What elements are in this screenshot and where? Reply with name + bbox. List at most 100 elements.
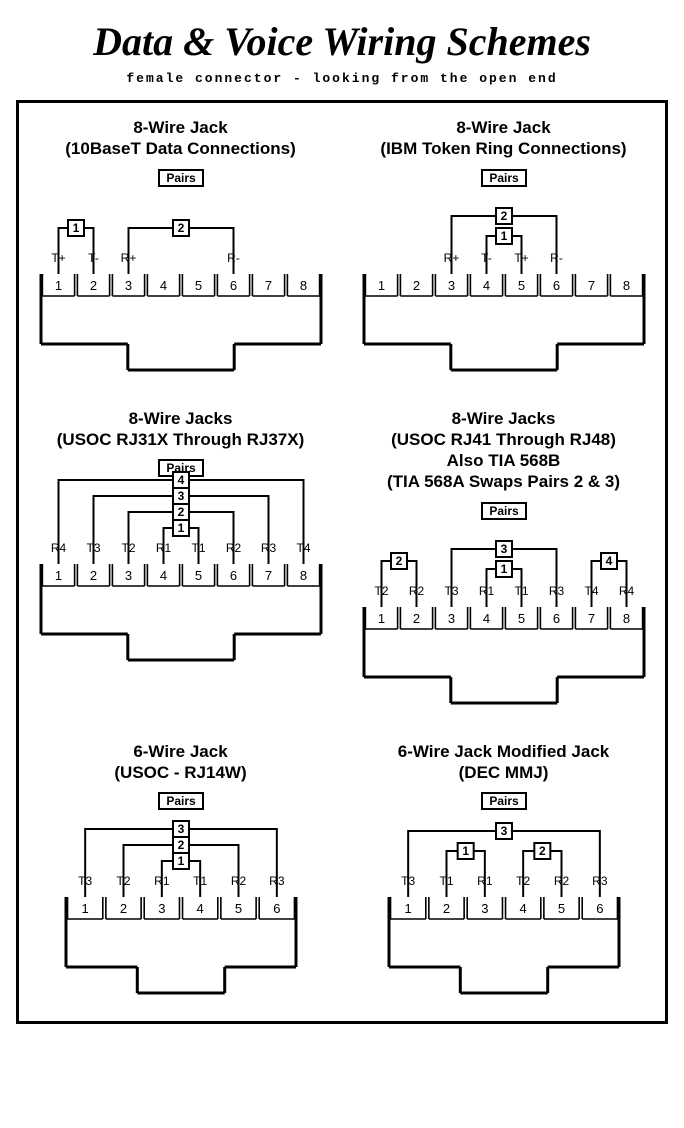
pair-loop-1: 1 xyxy=(163,520,198,540)
diagram-border: 8-Wire Jack(10BaseT Data Connections) Pa… xyxy=(16,100,668,1024)
wire-7: R3 xyxy=(260,540,276,564)
svg-text:3: 3 xyxy=(124,278,131,293)
pin-5: 5 xyxy=(182,274,214,296)
svg-text:8: 8 xyxy=(622,278,629,293)
wire-8: T4 xyxy=(296,540,310,564)
pin-4: 4 xyxy=(147,274,179,296)
pin-6: 6 xyxy=(217,274,249,296)
svg-text:7: 7 xyxy=(587,278,594,293)
pin-4: 4 xyxy=(182,897,217,919)
wire-1: R4 xyxy=(50,540,66,564)
svg-text:Pairs: Pairs xyxy=(489,504,519,518)
svg-text:R1: R1 xyxy=(477,874,493,888)
pairs-label-box: Pairs xyxy=(482,793,526,809)
svg-text:T3: T3 xyxy=(86,541,100,555)
svg-text:3: 3 xyxy=(177,822,184,836)
diagram-title: 8-Wire Jacks(USOC RJ41 Through RJ48)Also… xyxy=(387,408,620,493)
svg-text:R1: R1 xyxy=(155,541,171,555)
svg-text:4: 4 xyxy=(519,901,526,916)
wire-2: T- xyxy=(88,250,99,274)
pair-loop-1: 1 xyxy=(486,228,521,250)
svg-text:Pairs: Pairs xyxy=(166,794,196,808)
svg-text:6: 6 xyxy=(229,568,236,583)
pin-7: 7 xyxy=(252,564,284,586)
svg-text:R4: R4 xyxy=(50,541,66,555)
diagram-title: 8-Wire Jack(10BaseT Data Connections) xyxy=(65,117,296,160)
svg-text:T1: T1 xyxy=(439,874,453,888)
svg-text:1: 1 xyxy=(500,229,507,243)
wire-7: T4 xyxy=(584,583,598,607)
svg-text:3: 3 xyxy=(500,542,507,556)
svg-text:1: 1 xyxy=(500,562,507,576)
jack-body xyxy=(66,897,296,993)
svg-text:6: 6 xyxy=(596,901,603,916)
svg-text:T-: T- xyxy=(481,251,492,265)
wire-6: R3 xyxy=(269,873,285,897)
jack-svg-10baset: Pairs 1 2 T+ T- R+ R- xyxy=(26,164,336,374)
pair-loop-2: 2 xyxy=(381,553,416,583)
pair-loop-2: 2 xyxy=(128,220,233,250)
diagram-title: 8-Wire Jacks(USOC RJ31X Through RJ37X) xyxy=(57,408,305,451)
diagram-dec-mmj: 6-Wire Jack Modified Jack(DEC MMJ) Pairs… xyxy=(342,741,665,998)
pin-3: 3 xyxy=(435,607,467,629)
pin-1: 1 xyxy=(42,274,74,296)
pin-8: 8 xyxy=(610,607,642,629)
pin-1: 1 xyxy=(365,607,397,629)
svg-text:R3: R3 xyxy=(269,874,285,888)
jack-body xyxy=(364,274,644,370)
pin-3: 3 xyxy=(144,897,179,919)
svg-text:T1: T1 xyxy=(514,584,528,598)
svg-text:4: 4 xyxy=(159,568,166,583)
svg-text:T2: T2 xyxy=(121,541,135,555)
svg-text:R-: R- xyxy=(550,251,563,265)
pin-5: 5 xyxy=(505,274,537,296)
svg-text:T2: T2 xyxy=(516,874,530,888)
svg-text:4: 4 xyxy=(159,278,166,293)
svg-text:3: 3 xyxy=(447,278,454,293)
wire-5: R2 xyxy=(230,873,246,897)
diagram-tokenring: 8-Wire Jack(IBM Token Ring Connections) … xyxy=(342,117,665,374)
svg-text:3: 3 xyxy=(124,568,131,583)
svg-text:R2: R2 xyxy=(553,874,569,888)
wire-2: R2 xyxy=(408,583,424,607)
svg-text:7: 7 xyxy=(587,611,594,626)
svg-text:R2: R2 xyxy=(408,584,424,598)
pin-2: 2 xyxy=(428,897,463,919)
svg-text:4: 4 xyxy=(196,901,203,916)
pin-7: 7 xyxy=(575,607,607,629)
wire-2: T2 xyxy=(116,873,130,897)
svg-text:2: 2 xyxy=(177,505,184,519)
wire-4: T2 xyxy=(516,873,530,897)
svg-text:T+: T+ xyxy=(514,251,528,265)
svg-text:5: 5 xyxy=(517,278,524,293)
jack-svg-dec-mmj: Pairs 1 2 3 T3 T1 R1 T2 R2 xyxy=(349,787,659,997)
diagram-usoc-rj14w: 6-Wire Jack(USOC - RJ14W) Pairs 1 2 3 T3… xyxy=(19,741,342,998)
svg-text:8: 8 xyxy=(622,611,629,626)
svg-text:7: 7 xyxy=(264,568,271,583)
svg-text:2: 2 xyxy=(538,844,545,858)
svg-text:Pairs: Pairs xyxy=(489,171,519,185)
pin-3: 3 xyxy=(112,274,144,296)
svg-text:T1: T1 xyxy=(191,541,205,555)
svg-text:Pairs: Pairs xyxy=(489,794,519,808)
diagram-title: 6-Wire Jack Modified Jack(DEC MMJ) xyxy=(398,741,610,784)
svg-text:1: 1 xyxy=(462,844,469,858)
pin-5: 5 xyxy=(220,897,255,919)
pin-1: 1 xyxy=(365,274,397,296)
pin-7: 7 xyxy=(252,274,284,296)
svg-text:R2: R2 xyxy=(230,874,246,888)
diagram-usoc-rj31-37: 8-Wire Jacks(USOC RJ31X Through RJ37X) P… xyxy=(19,408,342,707)
svg-text:1: 1 xyxy=(404,901,411,916)
svg-text:3: 3 xyxy=(177,489,184,503)
wire-5: T1 xyxy=(191,540,205,564)
jack-svg-usoc-rj41-48: Pairs 1 3 2 4 T2 R2 T3 R1 xyxy=(349,497,659,707)
wire-6: R3 xyxy=(548,583,564,607)
svg-text:2: 2 xyxy=(119,901,126,916)
wire-3: R+ xyxy=(120,250,136,274)
wire-1: T+ xyxy=(51,250,65,274)
pin-4: 4 xyxy=(470,274,502,296)
pairs-label-box: Pairs xyxy=(159,170,203,186)
svg-text:T2: T2 xyxy=(116,874,130,888)
wire-6: R- xyxy=(550,250,563,274)
pin-1: 1 xyxy=(390,897,425,919)
